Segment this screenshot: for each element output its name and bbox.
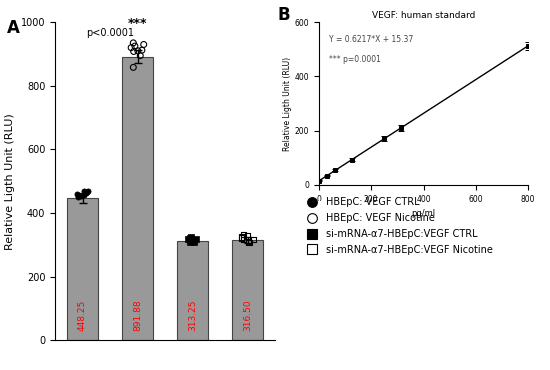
Point xyxy=(72,191,81,197)
Point xyxy=(185,235,194,241)
Point xyxy=(239,232,248,238)
Point xyxy=(238,234,246,240)
Point xyxy=(134,48,142,54)
Point xyxy=(190,239,199,245)
Text: *** p=0.0001: *** p=0.0001 xyxy=(329,55,381,64)
Point xyxy=(126,45,135,51)
Y-axis label: Relative Ligth Unit (RLU): Relative Ligth Unit (RLU) xyxy=(5,113,15,250)
Point xyxy=(192,236,201,242)
Point xyxy=(74,194,82,199)
Point xyxy=(187,237,196,243)
Point xyxy=(139,41,148,47)
Point xyxy=(129,40,138,46)
Bar xyxy=(67,198,98,340)
Point xyxy=(79,188,88,194)
Point xyxy=(129,64,138,70)
Text: ***: *** xyxy=(128,17,147,30)
Point xyxy=(76,193,85,199)
Title: VEGF: human standard: VEGF: human standard xyxy=(372,11,475,20)
Text: p<0.0001: p<0.0001 xyxy=(86,28,134,38)
Point xyxy=(249,237,258,243)
Text: 316.50: 316.50 xyxy=(243,299,252,331)
Point xyxy=(239,236,248,242)
Point xyxy=(245,239,254,245)
Bar xyxy=(177,241,208,340)
Text: 891.88: 891.88 xyxy=(133,299,142,331)
Text: 448.25: 448.25 xyxy=(78,300,87,331)
Y-axis label: Relative Ligth Unit (RLU): Relative Ligth Unit (RLU) xyxy=(283,57,292,151)
Point xyxy=(244,238,253,244)
Text: 313.25: 313.25 xyxy=(188,299,197,331)
Legend: HBEpC: VEGF CTRL, HBEpC: VEGF Nicotine, si-mRNA-α7-HBEpC:VEGF CTRL, si-mRNA-α7-H: HBEpC: VEGF CTRL, HBEpC: VEGF Nicotine, … xyxy=(302,197,493,255)
Point xyxy=(185,239,194,245)
Text: B: B xyxy=(277,6,290,24)
Bar xyxy=(232,240,263,340)
Point xyxy=(74,192,82,198)
Point xyxy=(188,238,196,244)
Point xyxy=(84,189,93,195)
Bar xyxy=(122,57,153,340)
Text: A: A xyxy=(7,19,19,37)
Point xyxy=(81,191,90,196)
Point xyxy=(186,234,195,240)
Point xyxy=(129,48,138,54)
Point xyxy=(237,235,246,241)
Point xyxy=(83,189,92,195)
X-axis label: pg/ml: pg/ml xyxy=(411,209,436,218)
Point xyxy=(183,236,192,242)
Text: Y = 0.6217*X + 15.37: Y = 0.6217*X + 15.37 xyxy=(329,35,414,44)
Point xyxy=(136,53,145,58)
Point xyxy=(138,47,146,53)
Point xyxy=(79,192,88,198)
Point xyxy=(130,43,139,49)
Point xyxy=(243,233,252,239)
